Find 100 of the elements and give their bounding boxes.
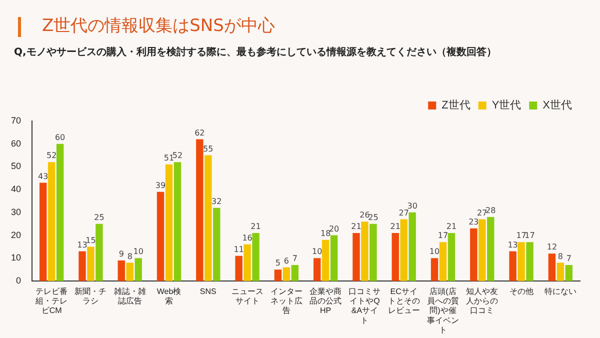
legend-label: Y世代 [492,98,522,112]
x-tick-label: 企業や商品の公式HP [310,287,342,316]
data-label: 52 [46,151,57,160]
data-label: 30 [407,202,418,211]
bar [282,267,290,281]
y-tick-label: 60 [10,138,22,148]
data-label: 13 [77,240,88,250]
y-tick-label: 40 [10,184,22,194]
data-label: 10 [429,247,440,256]
x-tick-label: Web検索 [156,287,182,306]
bar [313,258,321,281]
data-label: 21 [390,222,400,232]
data-label: 26 [360,210,370,220]
chart-subtitle: Q,モノやサービスの購入・利用を検討する際に、最も参考にしている情報源を教えてください（複数回答） [14,46,496,59]
bar [361,222,368,281]
bar [518,242,525,281]
bar [126,262,134,281]
y-tick-label: 70 [10,115,22,126]
data-label: 25 [368,212,378,222]
x-tick-label: 新聞・チラシ [74,287,107,306]
bar [291,265,299,281]
bar [352,233,360,281]
y-tick-label: 30 [10,206,22,217]
data-label: 23 [468,218,479,227]
chart-title: Z世代の情報収集はSNSが中心 [42,15,275,37]
data-label: 17 [516,231,526,240]
data-label: 5 [275,258,280,268]
data-label: 62 [194,128,205,138]
bar [174,162,182,281]
bar [134,258,142,281]
data-label: 51 [164,154,174,163]
bar [548,254,556,281]
bar [96,224,103,281]
x-tick-label: 特にない [544,287,576,296]
data-label: 15 [86,236,96,245]
x-tick-label: 口コミサイトやQ&Aサイト [348,287,381,325]
bar [370,224,377,281]
x-tick-label: 店頭(店員への質問)や催事イベント [427,287,460,334]
data-label: 27 [477,208,488,218]
data-label: 21 [446,222,457,232]
bar [204,155,212,281]
data-label: 52 [172,151,183,160]
bar [235,256,242,281]
data-label: 20 [328,224,340,234]
bar [156,192,164,281]
data-label: 16 [242,234,252,243]
x-tick-label: 知人や友人からの口コミ [466,287,498,316]
bar [439,242,447,281]
data-label: 21 [250,222,261,232]
data-label: 27 [398,208,409,218]
bar [408,212,416,281]
x-tick-label: ECサイトとそのレビュー [388,287,420,316]
bar [565,265,573,281]
data-label: 39 [155,180,166,190]
bar [400,219,408,281]
data-label: 18 [320,228,331,238]
data-label: 60 [54,132,66,142]
data-label: 13 [508,240,518,250]
bar [322,240,330,281]
data-label: 7 [566,254,572,264]
data-label: 17 [438,231,448,240]
data-label: 28 [486,206,496,216]
data-label: 8 [127,252,132,261]
bar [252,233,260,281]
bar [470,228,478,281]
data-label: 55 [203,144,214,154]
x-tick-label: SNS [200,287,216,296]
data-label: 21 [351,222,362,232]
data-label: 8 [558,252,563,261]
y-tick-label: 0 [16,275,22,286]
legend-label: X世代 [542,98,572,112]
bar [392,233,399,281]
bar [509,251,516,281]
data-label: 25 [94,212,104,222]
data-label: 11 [234,244,244,254]
legend-label: Z世代 [442,98,470,112]
bar [430,258,438,281]
bar [118,260,125,281]
data-label: 7 [292,254,298,264]
bar [244,244,251,281]
data-label: 12 [546,242,558,252]
bar [526,242,534,281]
data-label: 10 [312,247,322,256]
bar [330,235,338,281]
data-label: 17 [524,231,535,240]
data-label: 6 [284,256,289,266]
data-label: 32 [212,196,222,206]
bar [274,270,282,281]
data-label: 43 [38,172,48,181]
data-label: 10 [133,247,144,256]
bar [487,217,494,281]
y-tick-label: 10 [10,252,22,263]
x-tick-label: 雑誌・雑誌広告 [114,287,146,306]
y-tick-label: 50 [10,161,22,172]
x-tick-label: ニュースサイト [231,287,264,306]
bar [556,262,564,281]
x-tick-label: インターネット広告 [270,287,302,316]
bar [213,208,220,281]
x-tick-label: その他 [509,287,534,296]
bar [478,219,486,281]
